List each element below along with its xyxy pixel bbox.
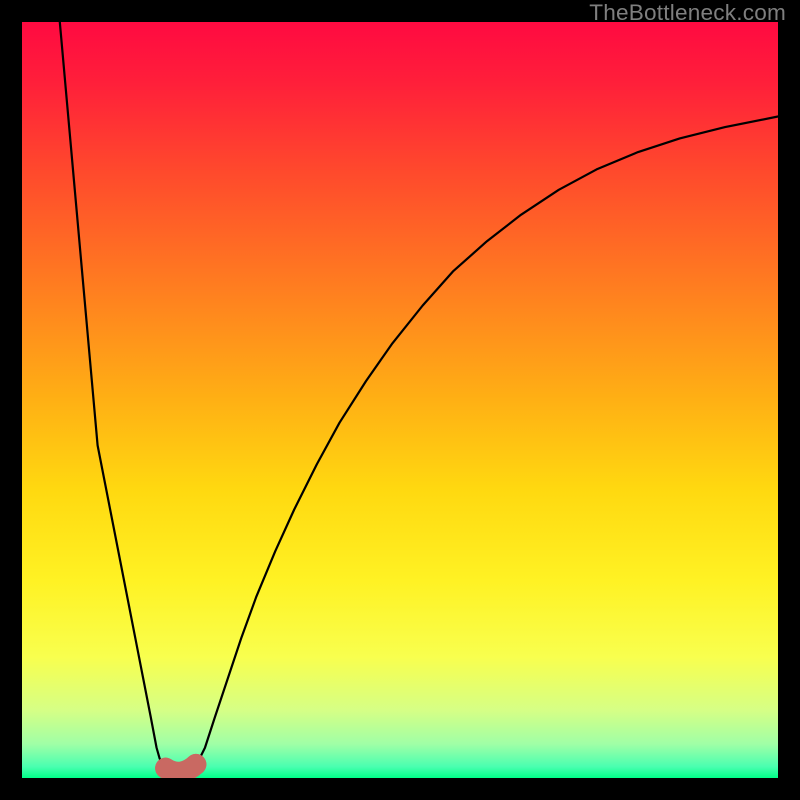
marker-dot xyxy=(155,758,176,778)
highlight-markers xyxy=(155,754,206,778)
watermark-text: TheBottleneck.com xyxy=(589,0,786,26)
curve-path xyxy=(60,22,778,772)
marker-dot xyxy=(185,754,206,775)
bottleneck-curve xyxy=(22,22,778,778)
chart-plot-area xyxy=(22,22,778,778)
